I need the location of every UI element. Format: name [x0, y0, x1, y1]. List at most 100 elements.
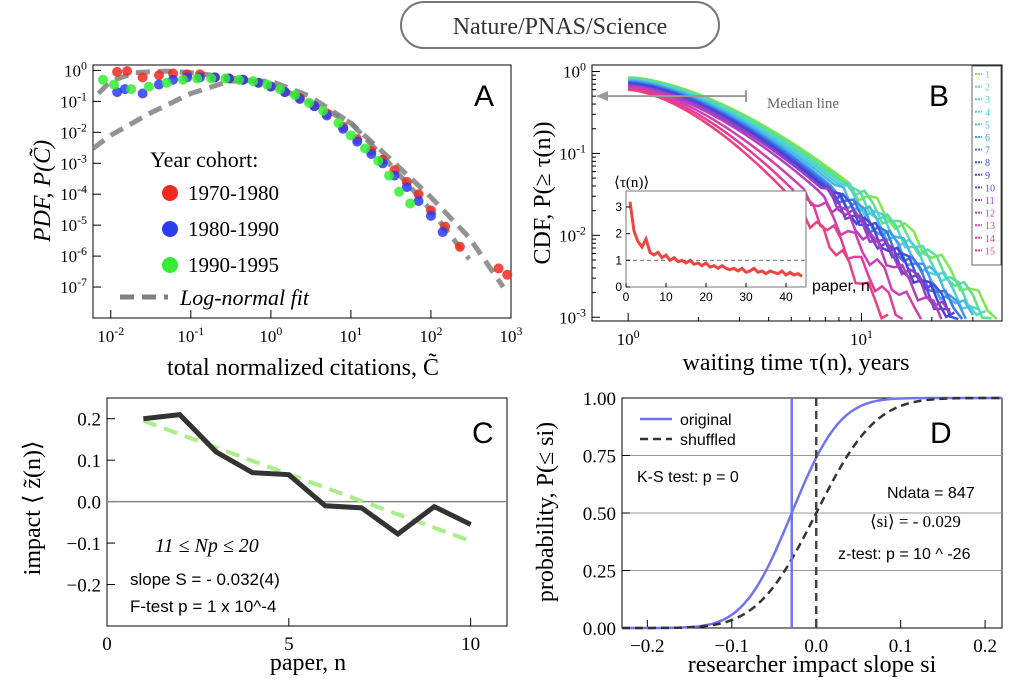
a-legend-fit-label: Log-normal fit: [179, 285, 310, 310]
a-point-1990-1995: [274, 84, 285, 95]
a-legend-marker: [162, 185, 178, 201]
b-xtick-label: 100: [617, 327, 640, 349]
header-pill: [400, 1, 720, 49]
panel-c-ftest: F-test p = 1 x 10^-4: [130, 597, 276, 616]
a-legend-marker: [162, 221, 178, 237]
panel-c-range: 11 ≤ Np ≤ 20: [155, 535, 259, 557]
d-xtick-label: −0.1: [715, 636, 749, 657]
b-ytick-label: 100: [563, 59, 586, 81]
panel-c-frame: [106, 397, 508, 627]
b-inset-xtick-label: 20: [699, 290, 713, 304]
c-ytick-label: 0.2: [77, 410, 101, 431]
header-title: Nature/PNAS/Science: [453, 14, 668, 40]
panel-c-label: C: [472, 417, 494, 450]
b-inset-ytick-label: 2: [615, 227, 622, 241]
panel-d-kstest: K-S test: p = 0: [637, 469, 739, 486]
a-point-1970-1980: [153, 70, 164, 81]
c-xtick-label: 0: [102, 634, 112, 655]
a-point-1970-1980: [112, 66, 123, 77]
a-point-1980-1990: [112, 87, 123, 98]
c-ytick-label: 0.1: [77, 451, 101, 472]
d-ytick-label: 0.25: [583, 562, 616, 583]
a-point-1990-1995: [262, 79, 273, 90]
b-legend-label: 13: [985, 221, 995, 232]
a-xtick-label: 100: [259, 324, 282, 346]
d-legend-label: original: [680, 412, 732, 429]
b-series-line-12: [628, 85, 943, 320]
panel-a: 10-7 10-6 10-5 10-4 10-3 10-2 10-1 100 10-2 10-1 1…: [29, 58, 523, 381]
b-legend-label: 6: [985, 133, 990, 144]
a-point-1990-1995: [384, 170, 395, 181]
a-point-1970-1980: [122, 66, 133, 77]
panel-a-legend-title: Year cohort:: [150, 147, 258, 172]
a-legend-label: 1970-1980: [188, 181, 279, 205]
panel-d-ndata: Ndata = 847: [887, 485, 975, 502]
b-legend-label: 14: [985, 234, 995, 245]
a-point-1990-1995: [248, 76, 259, 87]
a-point-1990-1995: [161, 77, 172, 88]
a-point-1980-1990: [413, 196, 424, 207]
d-ytick-label: 1.00: [583, 389, 616, 410]
a-point-1990-1995: [345, 130, 356, 141]
panel-d-ylabel: probability, P(≤ si): [533, 422, 559, 602]
panel-b-xlabel: waiting time τ(n), years: [683, 350, 910, 376]
panel-d-xlabel: researcher impact slope si: [688, 652, 937, 678]
a-point-1980-1990: [137, 88, 148, 99]
a-point-1980-1990: [425, 210, 436, 221]
b-series-line-14: [628, 87, 904, 321]
a-point-1970-1980: [413, 189, 424, 200]
panel-c-ylabel: impact ⟨ z̃(n)⟩: [20, 441, 46, 576]
panel-a-label: A: [474, 80, 494, 113]
a-xtick-label: 102: [419, 324, 442, 346]
panel-c-slope: slope S = - 0.032(4): [130, 570, 280, 589]
b-series-line-13: [628, 86, 923, 320]
a-ytick-label: 10-2: [60, 120, 87, 142]
b-legend-label: 4: [985, 108, 990, 119]
b-legend-label: 2: [985, 83, 990, 94]
d-xtick-label: 0.0: [804, 636, 828, 657]
a-point-1980-1990: [153, 79, 164, 90]
b-inset-xlabel: paper, n: [812, 278, 870, 295]
d-ytick-label: 0.50: [583, 504, 616, 525]
a-xtick-label: 103: [500, 324, 523, 346]
b-inset-ytick-label: 3: [615, 200, 622, 214]
panel-d: 0.000.250.500.751.00−0.2 −0.1 0.0 0.1 0.2 D …: [533, 389, 1003, 678]
b-xtick-label: 101: [850, 327, 873, 349]
b-legend-label: 11: [985, 196, 995, 207]
a-point-1990-1995: [318, 105, 329, 116]
b-legend-label: 8: [985, 158, 990, 169]
panel-b-ylabel: CDF, P(≥ τ(n)): [530, 122, 556, 265]
b-inset-curve: [628, 201, 803, 278]
panel-d-ztest: z-test: p = 10 ^ -26: [838, 546, 971, 563]
a-xtick-label: 10-1: [177, 324, 204, 346]
b-legend-label: 7: [985, 146, 990, 157]
b-inset-xtick-label: 30: [739, 290, 753, 304]
c-impact-line: [143, 411, 472, 538]
a-xtick-label: 101: [339, 324, 362, 346]
a-point-1970-1980: [493, 263, 504, 274]
a-point-1990-1995: [359, 143, 370, 154]
a-point-1990-1995: [143, 81, 154, 92]
b-legend-label: 9: [985, 171, 990, 182]
a-legend-label: 1980-1990: [188, 217, 279, 241]
b-ytick-label: 10-3: [559, 305, 586, 327]
d-ytick-label: 0.75: [583, 447, 616, 468]
b-inset-ylabel: ⟨τ(n)⟩: [614, 175, 649, 191]
b-inset-xtick-label: 40: [779, 290, 793, 304]
a-ytick-label: 100: [64, 58, 87, 80]
a-point-1970-1980: [137, 72, 148, 83]
a-point-1980-1990: [401, 182, 412, 193]
d-xtick-label: −0.2: [630, 636, 664, 657]
a-ytick-label: 10-3: [60, 151, 87, 173]
b-legend-label: 5: [985, 120, 990, 131]
a-xtick-label: 10-2: [97, 324, 124, 346]
b-series-line-11: [628, 84, 952, 314]
d-cdf-shuffled: [621, 396, 1003, 630]
panel-b-frame: [591, 64, 1003, 322]
a-point-1990-1995: [333, 118, 344, 129]
a-ytick-label: 10-7: [60, 275, 87, 297]
b-legend-label: 1: [985, 70, 990, 81]
b-median-arrow-left: [596, 91, 608, 102]
c-xtick-label: 10: [461, 634, 480, 655]
a-point-1970-1980: [454, 241, 465, 252]
